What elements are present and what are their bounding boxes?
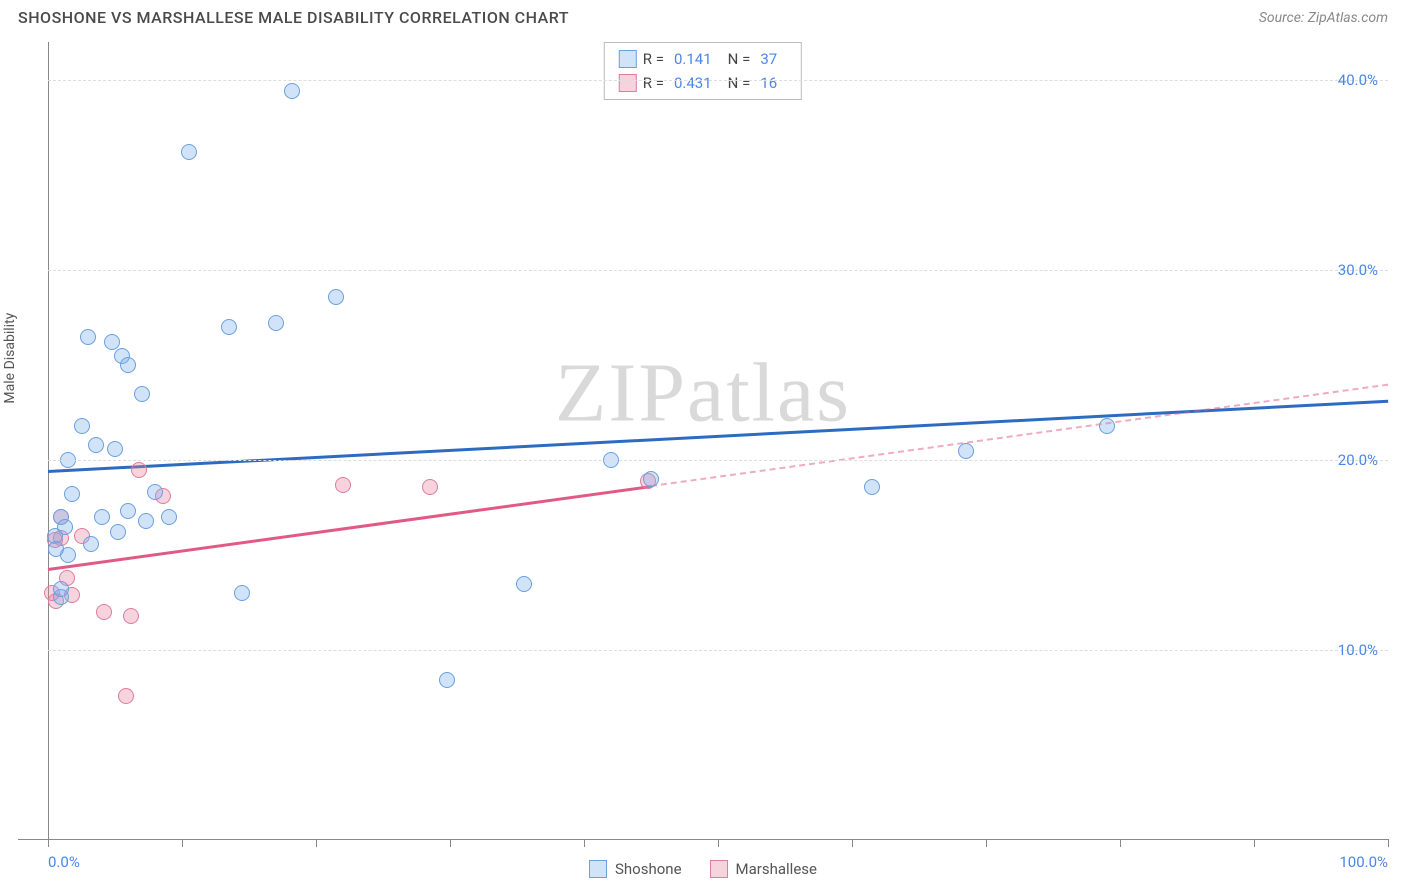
shoshone-point [328,289,344,305]
chart-title: SHOSHONE VS MARSHALLESE MALE DISABILITY … [18,8,569,27]
x-tick [316,839,317,847]
gridline [48,650,1388,651]
marshallese-point [131,462,147,478]
x-tick [1388,839,1389,847]
x-tick-label-min: 0.0% [48,853,80,871]
y-tick-label: 30.0% [1338,261,1378,279]
trend-line [651,384,1388,487]
gridline [48,270,1388,271]
shoshone-point [439,672,455,688]
shoshone-point [120,503,136,519]
shoshone-point [221,319,237,335]
legend-label: Marshallese [736,860,817,878]
shoshone-point [1099,418,1115,434]
y-tick-label: 10.0% [1338,641,1378,659]
marshallese-point [96,604,112,620]
shoshone-point [268,315,284,331]
shoshone-point [134,386,150,402]
legend-item-marshallese: Marshallese [710,860,817,878]
shoshone-point [94,509,110,525]
x-tick [718,839,719,847]
shoshone-point [161,509,177,525]
shoshone-point [74,418,90,434]
x-tick [48,839,49,847]
marshallese-point [123,608,139,624]
legend-label: Shoshone [615,860,682,878]
shoshone-point [138,513,154,529]
y-axis-title: Male Disability [2,312,18,403]
x-tick [986,839,987,847]
marshallese-point [118,688,134,704]
shoshone-point [643,471,659,487]
gridline [48,460,1388,461]
shoshone-point [234,585,250,601]
series-legend: Shoshone Marshallese [589,860,817,878]
x-tick-label-max: 100.0% [1339,853,1388,871]
chart-header: SHOSHONE VS MARSHALLESE MALE DISABILITY … [0,0,1406,31]
legend-swatch [589,860,607,878]
x-tick [182,839,183,847]
shoshone-point [958,443,974,459]
plot-region [48,42,1388,839]
shoshone-point [57,519,73,535]
gridline [48,80,1388,81]
shoshone-point [181,144,197,160]
x-tick [1254,839,1255,847]
chart-area: Male Disability ZIPatlas R = 0.141N = 37… [18,42,1388,840]
shoshone-point [516,576,532,592]
trend-line [48,485,651,571]
shoshone-point [60,547,76,563]
shoshone-point [80,329,96,345]
x-tick [1120,839,1121,847]
legend-item-shoshone: Shoshone [589,860,682,878]
shoshone-point [64,486,80,502]
shoshone-point [110,524,126,540]
x-tick [852,839,853,847]
shoshone-point [284,83,300,99]
shoshone-point [83,536,99,552]
y-tick-label: 40.0% [1338,71,1378,89]
marshallese-point [335,477,351,493]
legend-swatch [710,860,728,878]
shoshone-point [107,441,123,457]
shoshone-point [88,437,104,453]
y-tick-label: 20.0% [1338,451,1378,469]
shoshone-point [120,357,136,373]
shoshone-point [864,479,880,495]
chart-source: Source: ZipAtlas.com [1259,10,1388,26]
marshallese-point [422,479,438,495]
x-tick [584,839,585,847]
x-tick [450,839,451,847]
